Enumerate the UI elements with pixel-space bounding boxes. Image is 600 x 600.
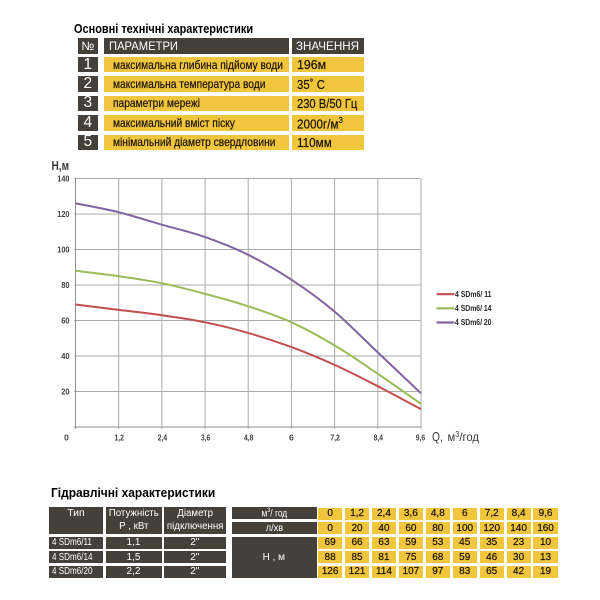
- svg-text:1,2: 1,2: [115, 432, 125, 442]
- svg-text:2,4: 2,4: [158, 432, 168, 442]
- svg-text:100: 100: [57, 244, 69, 254]
- svg-text:Н,м: Н,м: [52, 159, 70, 173]
- svg-text:40: 40: [61, 351, 70, 361]
- svg-text:6: 6: [289, 432, 294, 442]
- svg-text:20: 20: [61, 386, 70, 396]
- svg-text:140: 140: [57, 173, 69, 183]
- svg-text:4 SDm6/ 11: 4 SDm6/ 11: [455, 289, 492, 299]
- svg-text:3,6: 3,6: [201, 432, 211, 442]
- svg-text:Q,: Q,: [432, 429, 443, 444]
- svg-text:80: 80: [61, 280, 70, 290]
- svg-text:4,8: 4,8: [244, 432, 254, 442]
- svg-text:4 SDm6/ 14: 4 SDm6/ 14: [455, 303, 492, 313]
- svg-text:120: 120: [57, 209, 69, 219]
- svg-text:7,2: 7,2: [330, 432, 340, 442]
- svg-text:0: 0: [64, 432, 69, 442]
- svg-text:8,4: 8,4: [374, 432, 384, 442]
- svg-text:м3/год: м3/год: [448, 430, 480, 444]
- svg-text:9,6: 9,6: [416, 432, 426, 442]
- svg-text:60: 60: [61, 315, 70, 325]
- svg-text:4 SDm6/ 20: 4 SDm6/ 20: [455, 317, 492, 327]
